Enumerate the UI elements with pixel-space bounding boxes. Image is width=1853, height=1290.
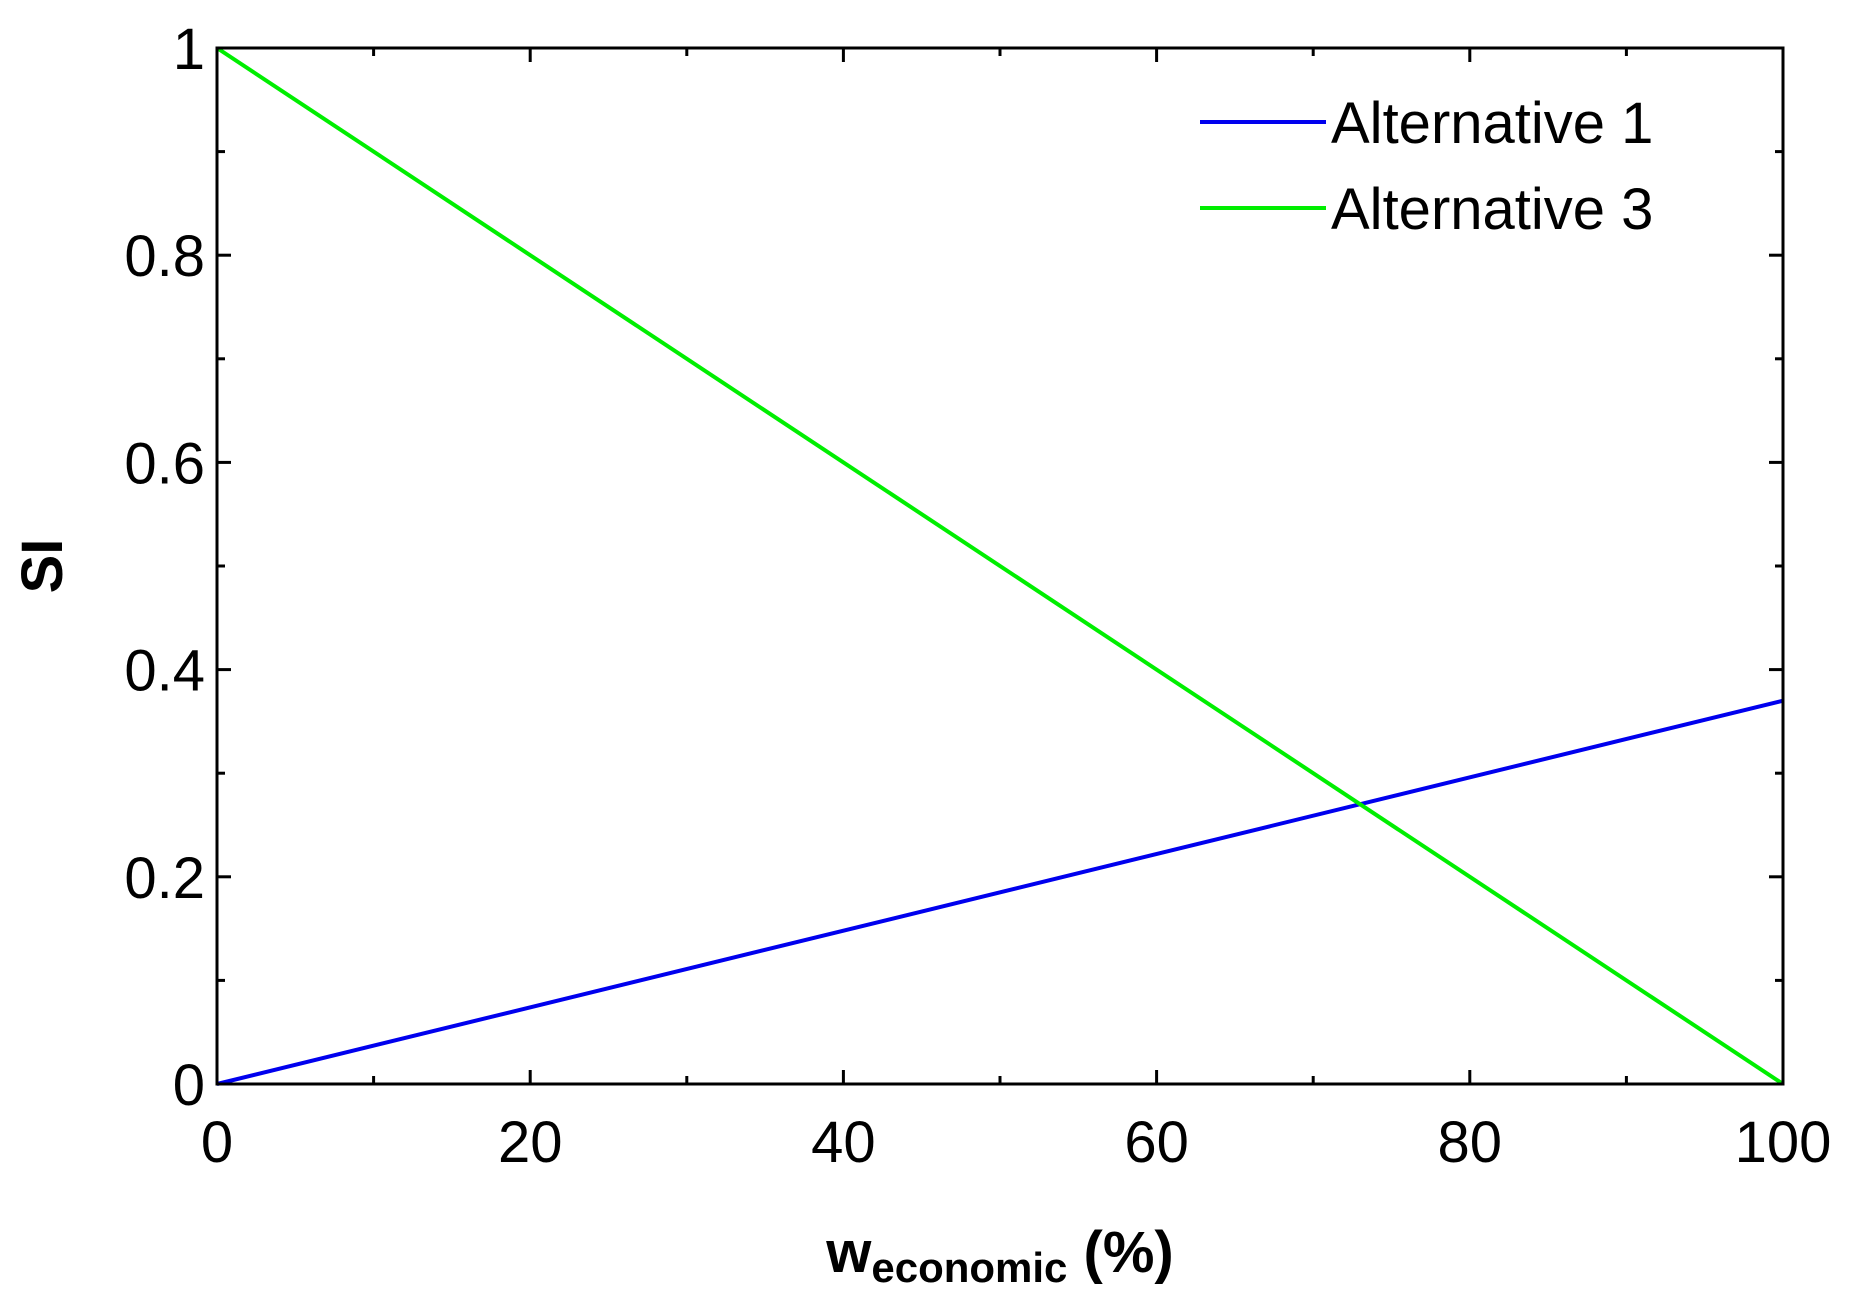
x-tick-label: 40 [811,1110,876,1175]
y-tick-label: 0.8 [124,224,205,289]
x-axis-label-suffix: (%) [1067,1220,1173,1285]
y-tick-label: 0 [173,1053,205,1118]
x-tick-label: 80 [1438,1110,1503,1175]
x-axis-label: weconomic (%) [825,1220,1174,1290]
x-tick-label: 100 [1735,1110,1832,1175]
x-tick-label: 0 [201,1110,233,1175]
series-line-2 [215,46,1785,1086]
series-line-1 [216,698,1784,1086]
legend-label-1: Alternative 1 [1331,91,1653,156]
x-tick-label: 60 [1124,1110,1189,1175]
x-axis-label-subscript: economic [871,1244,1067,1290]
tick-labels-layer: 0 20 40 60 80 100 0 0.2 0.4 0.6 0.8 1 [124,17,1831,1175]
y-tick-label: 0.6 [124,431,205,496]
ticks-layer [215,46,1785,1086]
x-axis-label-main: w [825,1220,872,1285]
y-axis-label: SI [10,539,75,594]
series-layer [215,46,1785,1086]
y-tick-label: 0.4 [124,639,205,704]
y-tick-label: 0.2 [124,846,205,911]
legend: Alternative 1 Alternative 3 [1200,91,1653,242]
y-tick-label: 1 [173,17,205,82]
x-tick-label: 20 [498,1110,563,1175]
legend-label-2: Alternative 3 [1331,177,1653,242]
